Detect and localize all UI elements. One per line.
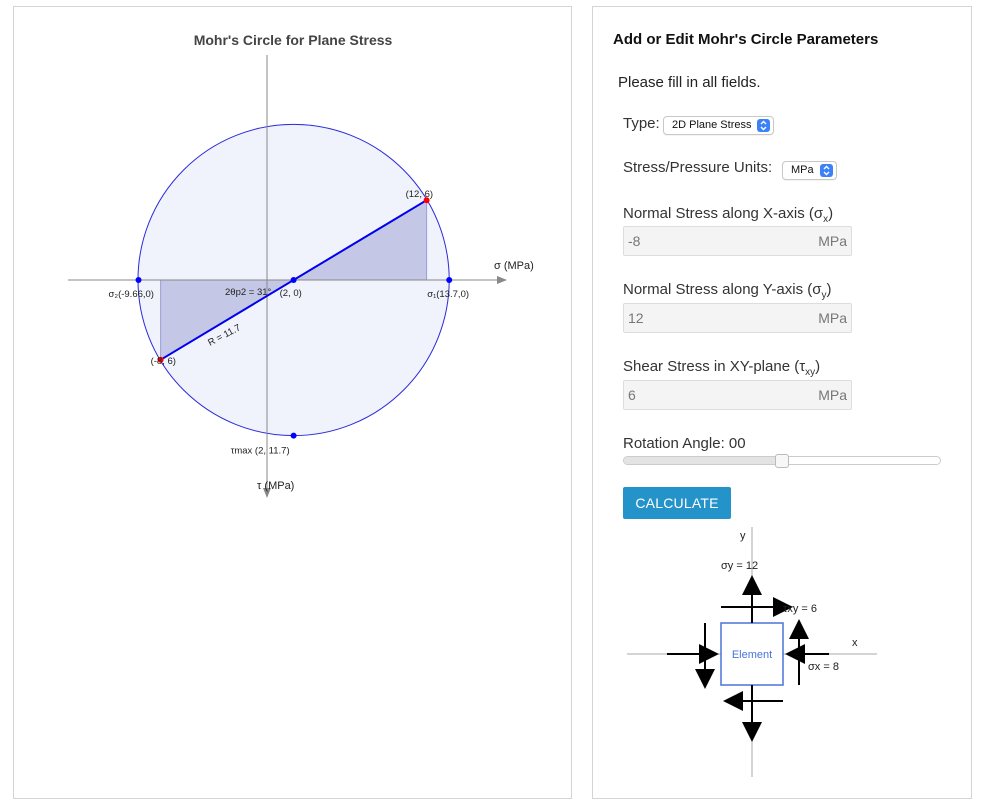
sigma1-point [446,277,453,283]
sigma1-point-label: σ₁(13.7,0) [427,289,469,300]
rotation-slider-fill [624,457,782,464]
sx-diagram-label: σx = 8 [808,661,839,673]
units-label: Stress/Pressure Units: [623,159,773,176]
calculate-button[interactable]: CALCULATE [623,487,731,519]
chevron-updown-icon [757,119,771,132]
rotation-slider-thumb[interactable] [775,454,789,468]
rotation-label: Rotation Angle: 00 [623,435,746,452]
sigma-axis-label: σ (MPa) [494,260,534,272]
type-select[interactable]: 2D Plane Stress [663,116,775,135]
mohr-circle-chart: Mohr's Circle for Plane Stress σ (MPa) τ … [68,32,534,498]
tau-max-point-label: τmax (2, 11.7) [231,446,290,457]
sx-input-value: -8 [628,233,641,249]
tau-axis-label: τ (MPa) [257,480,294,492]
rotation-slider[interactable] [623,454,941,468]
sy-input-value: 12 [628,310,644,326]
center-point [290,277,297,283]
chart-panel: Mohr's Circle for Plane Stress σ (MPa) τ … [13,6,572,799]
txy-label: Shear Stress in XY-plane (τxy) [623,358,821,378]
point-b-label: (-8, 6) [151,356,176,367]
txy-diagram-label: τxy = 6 [783,603,817,615]
sx-input[interactable]: -8 MPa [623,226,852,256]
point-a [423,197,430,204]
chevron-updown-icon [819,164,833,177]
parameters-panel: Add or Edit Mohr's Circle Parameters Ple… [592,6,972,799]
stress-element-box [720,622,784,686]
x-axis-label: x [852,637,858,649]
center-point-label: (2, 0) [280,288,302,299]
type-select-value: 2D Plane Stress [672,119,752,131]
sigma2-point-label: σ₂(-9.66,0) [109,289,154,300]
sy-input[interactable]: 12 MPa [623,303,852,333]
y-axis-label: y [740,530,746,542]
sx-unit: MPa [818,233,847,249]
angle-label: 2θp2 = 31° [225,287,272,298]
sy-diagram-label: σy = 12 [721,560,758,572]
type-label: Type: [623,115,660,132]
txy-input[interactable]: 6 MPa [623,380,852,410]
units-select[interactable]: MPa [782,161,837,180]
chart-title: Mohr's Circle for Plane Stress [194,32,393,48]
sx-label: Normal Stress along X-axis (σx) [623,205,834,225]
sigma2-point [135,277,142,283]
tau-max-point [290,432,297,439]
element-label: Element [732,649,772,661]
point-a-label: (12, 6) [406,189,433,200]
form-title: Add or Edit Mohr's Circle Parameters [613,31,879,48]
units-select-value: MPa [791,164,814,176]
point-b [157,356,164,363]
txy-unit: MPa [818,387,847,403]
stress-element-diagram: y x Element σy = 12 τxy = 6 σx = 8 [627,527,877,777]
txy-input-value: 6 [628,387,636,403]
sy-unit: MPa [818,310,847,326]
sy-label: Normal Stress along Y-axis (σy) [623,281,832,301]
form-instructions: Please fill in all fields. [618,74,761,91]
